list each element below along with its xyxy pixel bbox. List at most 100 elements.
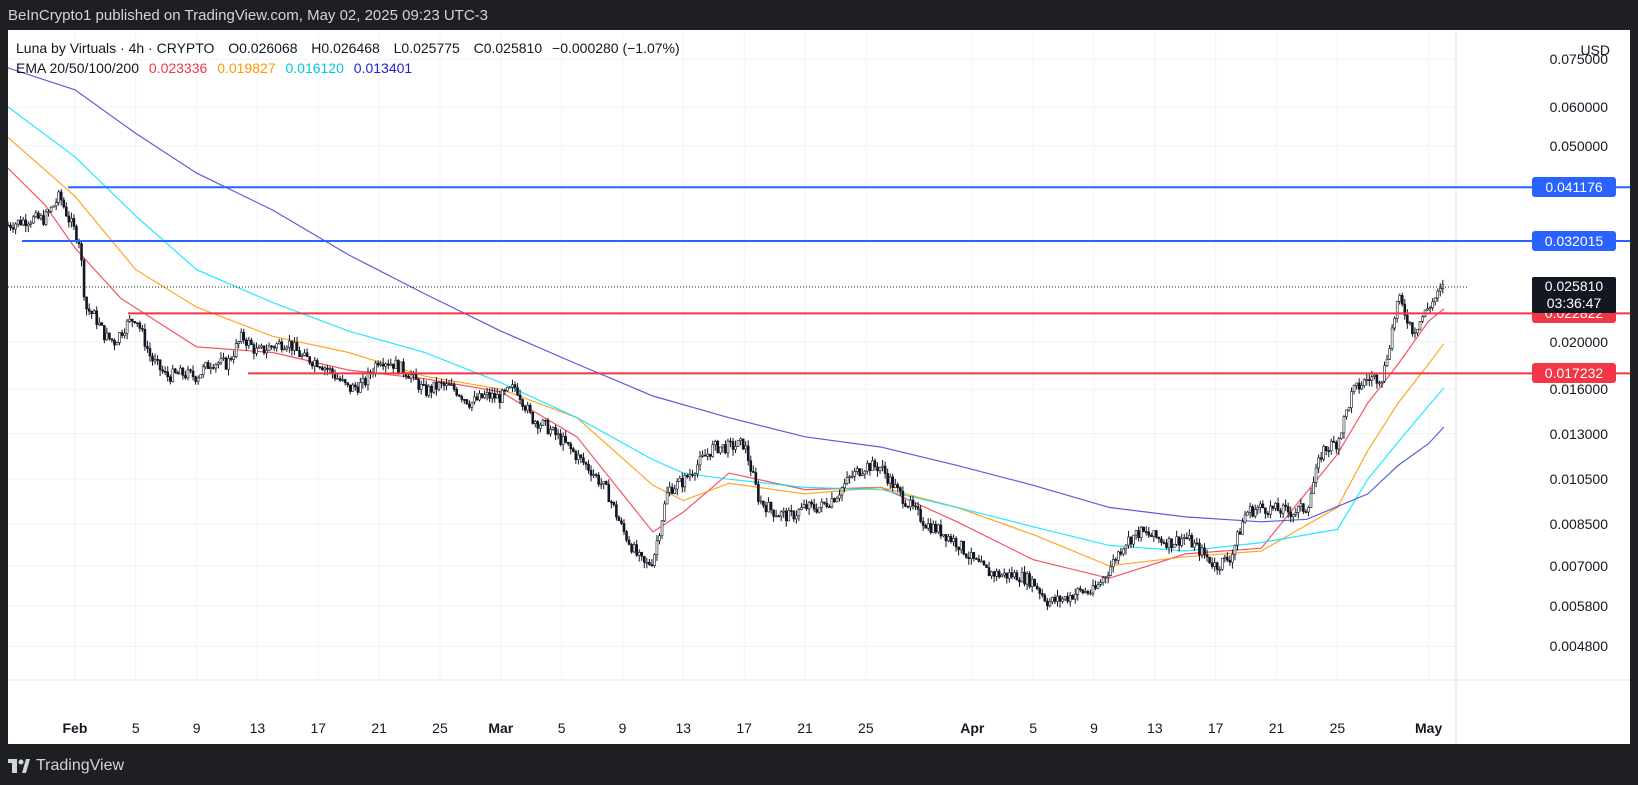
candle-body — [1028, 573, 1031, 587]
ema-label[interactable]: EMA 20/50/100/200 — [16, 60, 139, 76]
currency-label[interactable]: USD — [1580, 42, 1610, 58]
time-tick-label: Mar — [488, 720, 514, 736]
candle — [1309, 487, 1313, 508]
candle — [724, 440, 727, 455]
candle — [1304, 508, 1308, 514]
candle — [980, 555, 983, 563]
candle-body — [222, 357, 225, 360]
low-value: 0.025775 — [401, 40, 460, 56]
candle — [1332, 435, 1336, 443]
candle-body — [473, 396, 476, 403]
candle — [1431, 298, 1434, 311]
candle-body — [1129, 536, 1133, 545]
candle-body — [1281, 504, 1285, 514]
candle — [1393, 316, 1396, 331]
candle-body — [407, 376, 410, 379]
candle-body — [523, 406, 527, 411]
candle — [957, 546, 960, 556]
candles — [8, 189, 1445, 611]
candle-body — [607, 484, 611, 503]
candle — [166, 366, 170, 382]
candle — [536, 420, 540, 435]
candle-body — [937, 524, 940, 533]
candle — [1046, 597, 1049, 611]
symbol-title[interactable]: Luna by Virtuals · 4h · CRYPTO — [16, 40, 215, 56]
candle — [110, 338, 114, 343]
candle — [493, 387, 497, 403]
candle — [663, 500, 666, 523]
candle-body — [1231, 554, 1234, 563]
candle-body — [1357, 382, 1361, 390]
candle — [820, 498, 824, 513]
candle-body — [802, 504, 806, 508]
candle — [300, 353, 304, 359]
candle — [430, 384, 433, 399]
candle — [736, 440, 740, 447]
candle-body — [1294, 512, 1298, 515]
candle-body — [926, 523, 930, 529]
candle-body — [911, 499, 915, 507]
candle — [1383, 361, 1386, 383]
candle-body — [1236, 531, 1239, 546]
candle-body — [617, 516, 621, 522]
candle-body — [1089, 592, 1092, 595]
tradingview-logo[interactable]: TradingView — [8, 757, 124, 775]
candle-body — [566, 441, 570, 445]
candle-body — [1000, 574, 1004, 578]
candle — [186, 365, 190, 381]
candle — [1099, 579, 1102, 587]
candle-body — [1370, 376, 1374, 381]
candle — [435, 376, 438, 396]
candle — [891, 473, 895, 492]
candle-body — [1149, 534, 1153, 537]
price-tick-label: 0.050000 — [1549, 137, 1608, 154]
candle-body — [326, 367, 329, 370]
price-chart[interactable] — [8, 30, 1630, 744]
candle — [227, 354, 230, 376]
candle-body — [754, 472, 758, 485]
candle-body — [1436, 290, 1440, 299]
candle-body — [1395, 300, 1399, 319]
candle-body — [303, 352, 306, 356]
candle-body — [673, 488, 677, 494]
candle — [526, 401, 529, 414]
candle-body — [698, 456, 702, 466]
candle-body — [513, 384, 517, 388]
candle-body — [881, 465, 884, 468]
candle — [1190, 532, 1194, 548]
candle — [72, 214, 76, 230]
candle-body — [964, 553, 968, 558]
candle — [840, 486, 844, 502]
candle-body — [318, 366, 322, 369]
candle-body — [665, 492, 669, 505]
candle — [1134, 530, 1138, 540]
candle-body — [1329, 440, 1333, 452]
candle — [422, 378, 426, 387]
candle-body — [577, 454, 580, 460]
candle-body — [1084, 591, 1087, 594]
candle-body — [115, 342, 119, 346]
chart-panel[interactable]: Luna by Virtuals · 4h · CRYPTO O0.026068… — [8, 30, 1630, 744]
candle-body — [8, 224, 10, 227]
candle — [642, 555, 646, 569]
candle-body — [860, 473, 864, 476]
candle-body — [594, 474, 598, 476]
candle — [381, 357, 385, 371]
candle-body — [465, 399, 469, 405]
candle-body — [176, 372, 180, 375]
candle-body — [430, 386, 433, 393]
candle — [1129, 536, 1133, 549]
candle-body — [706, 453, 709, 457]
candle — [303, 349, 306, 357]
candle-body — [1124, 544, 1128, 550]
candle — [1089, 589, 1092, 596]
candle — [133, 320, 137, 324]
candle — [1157, 536, 1161, 543]
candle — [1362, 378, 1366, 389]
candle — [1018, 577, 1021, 587]
candle-body — [353, 384, 357, 388]
candle-body — [498, 394, 502, 403]
candle — [389, 358, 393, 366]
candle-body — [688, 474, 692, 478]
candle — [1066, 592, 1069, 604]
